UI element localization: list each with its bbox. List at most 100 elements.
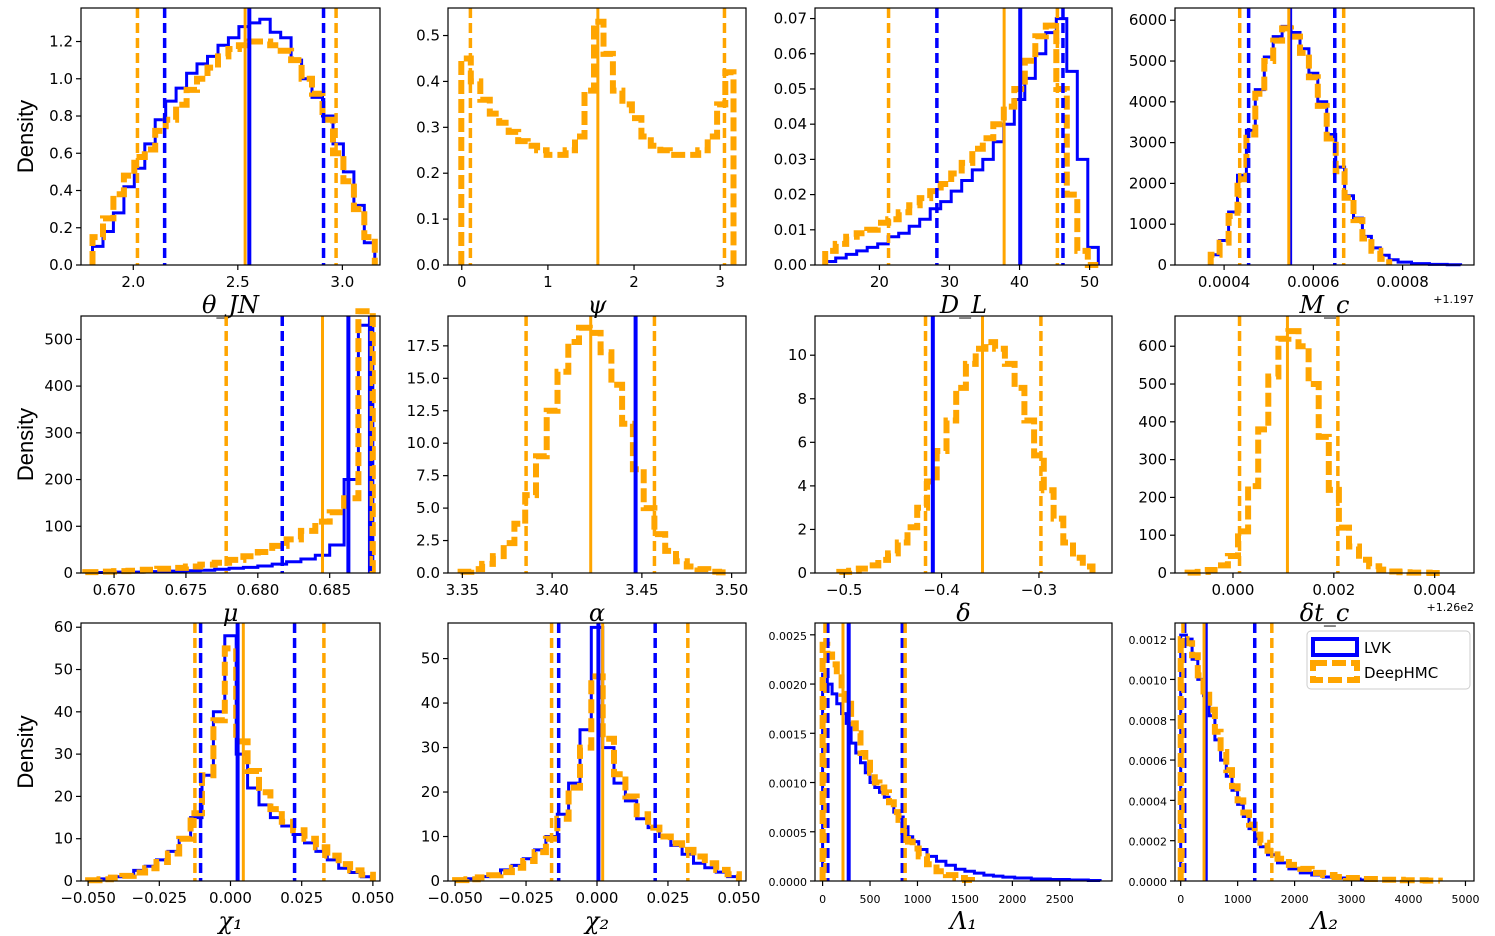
y-tick-label: 0.0005 — [769, 827, 808, 840]
plot-frame — [447, 315, 747, 574]
x-tick-label: 0 — [819, 893, 826, 906]
x-tick-label: 0.000 — [1212, 581, 1255, 599]
y-tick-label: 0.01 — [774, 221, 807, 239]
y-tick-label: 0.8 — [49, 107, 73, 125]
panel-alpha: 3.35 3.40 3.45 3.50 0.0 2.5 5.0 7.5 10.0 12.5 15.0… — [407, 315, 748, 627]
panels-layer: 2.0 2.5 3.0 0.0 0.2 0.4 0.6 0.8 1.0 1.2 θ_JN Densit… — [13, 7, 1479, 935]
x-tick-label: 3.45 — [625, 581, 658, 599]
x-tick-label: 3.50 — [715, 581, 748, 599]
plot-frame — [80, 622, 381, 882]
x-tick-label: 2500 — [1046, 893, 1074, 906]
y-tick-label: 0.00 — [774, 256, 807, 274]
y-tick-label: 10.0 — [407, 434, 440, 452]
y-tick-label: 50 — [421, 650, 440, 668]
x-tick-label: 1000 — [1224, 893, 1252, 906]
y-tick-label: 3000 — [1129, 134, 1167, 152]
x-tick-label: 0.685 — [308, 581, 351, 599]
y-tick-label: 0.0 — [49, 256, 73, 274]
series-deephmc-chi_1 — [85, 645, 376, 884]
y-tick-label: 0 — [1157, 256, 1167, 274]
series-deephmc-mu — [82, 308, 376, 576]
plot-frame — [1174, 7, 1475, 266]
y-tick-label: 2000 — [1129, 174, 1167, 192]
y-tick-label: 0.5 — [416, 27, 440, 45]
x-tick-label: 3000 — [1338, 893, 1366, 906]
y-axis-label: Density — [13, 408, 38, 481]
panel-delta: −0.5 −0.4 −0.3 0 2 4 6 8 10 δ — [788, 315, 1113, 627]
x-axis-label: θ_JN — [202, 291, 260, 319]
y-tick-label: 0.0004 — [1129, 795, 1168, 808]
y-tick-label: 400 — [1138, 413, 1167, 431]
y-tick-label: 6 — [797, 433, 807, 451]
plot-frame — [1174, 315, 1475, 574]
x-axis-label: δ — [956, 599, 970, 627]
x-tick-label: 1000 — [903, 893, 931, 906]
series-deephmc-lambda_1 — [819, 641, 975, 883]
y-tick-label: 12.5 — [407, 402, 440, 420]
y-tick-label: 0.4 — [416, 72, 440, 90]
y-tick-label: 200 — [44, 471, 73, 489]
x-tick-label: 0 — [457, 273, 467, 291]
y-tick-label: 4 — [797, 477, 807, 495]
y-tick-label: 20 — [54, 787, 73, 805]
x-tick-label: 0.025 — [280, 889, 323, 907]
x-tick-label: 3 — [715, 273, 725, 291]
x-tick-label: 0.050 — [717, 889, 760, 907]
x-tick-label: 3.0 — [330, 273, 354, 291]
x-tick-label: −0.3 — [1021, 581, 1057, 599]
y-tick-label: 10 — [788, 346, 807, 364]
y-tick-label: 20 — [421, 783, 440, 801]
panel-mu: 0.670 0.675 0.680 0.685 0 100 200 300 400 500 μ Den… — [13, 308, 381, 627]
y-tick-label: 0.03 — [774, 150, 807, 168]
x-tick-label: 0.002 — [1312, 581, 1355, 599]
y-tick-label: 4000 — [1129, 93, 1167, 111]
x-tick-label: 5000 — [1451, 893, 1479, 906]
y-tick-label: 400 — [44, 377, 73, 395]
y-tick-label: 0.0010 — [769, 778, 808, 791]
y-tick-label: 6000 — [1129, 11, 1167, 29]
series-deephmc-delta — [836, 339, 1096, 575]
x-axis-label: δt_c — [1300, 599, 1350, 627]
x-tick-label: 4000 — [1395, 893, 1423, 906]
y-tick-label: 0 — [797, 564, 807, 582]
x-tick-label: 0.0004 — [1198, 273, 1251, 291]
series-deephmc-psi — [458, 18, 737, 265]
y-axis-label: Density — [13, 100, 38, 173]
y-tick-label: 600 — [1138, 337, 1167, 355]
series-lvk-lambda_1 — [821, 672, 1102, 882]
x-axis-label: Λ₂ — [1309, 907, 1338, 935]
y-tick-label: 5000 — [1129, 52, 1167, 70]
x-tick-label: 40 — [1010, 273, 1029, 291]
series-lvk-chi_1 — [86, 634, 375, 882]
panel-d_l: 20 30 40 50 0.00 0.01 0.02 0.03 0.04 0.05 0.06 0.07… — [774, 7, 1113, 319]
y-tick-label: 8 — [797, 390, 807, 408]
x-tick-label: 0.000 — [576, 889, 619, 907]
panel-m_c: 0.0004 0.0006 0.0008 0 1000 2000 3000 4000 5000 6… — [1129, 7, 1475, 319]
panel-delta_tc: 0.000 0.002 0.004 0 100 200 300 400 500 600 δt_c +1… — [1138, 315, 1475, 627]
x-axis-label: D_L — [939, 291, 987, 319]
x-tick-label: 2000 — [1281, 893, 1309, 906]
panel-psi: 0 1 2 3 0.0 0.1 0.2 0.3 0.4 0.5 ψ — [416, 7, 747, 319]
x-tick-label: 0.670 — [93, 581, 136, 599]
x-tick-label: −0.5 — [826, 581, 862, 599]
y-tick-label: 0.2 — [49, 219, 73, 237]
y-tick-label: 30 — [54, 745, 73, 763]
x-tick-label: 2.0 — [121, 273, 145, 291]
series-deephmc-d_l — [822, 22, 1099, 268]
x-tick-label: 0.680 — [236, 581, 279, 599]
x-tick-label: 0.050 — [351, 889, 394, 907]
plot-frame — [814, 622, 1113, 882]
legend: LVK DeepHMC — [1306, 630, 1471, 690]
x-tick-label: 0 — [1177, 893, 1184, 906]
plot-frame — [447, 7, 747, 266]
y-tick-label: 40 — [54, 703, 73, 721]
y-tick-label: 0.0002 — [1129, 836, 1168, 849]
legend-frame — [1306, 630, 1471, 690]
y-tick-label: 15.0 — [407, 369, 440, 387]
y-tick-label: 0.0010 — [1129, 674, 1168, 687]
x-tick-label: 3.40 — [535, 581, 568, 599]
series-deephmc-alpha — [457, 324, 733, 576]
y-tick-label: 300 — [1138, 451, 1167, 469]
y-tick-label: 500 — [44, 330, 73, 348]
x-tick-label: 0.675 — [164, 581, 207, 599]
